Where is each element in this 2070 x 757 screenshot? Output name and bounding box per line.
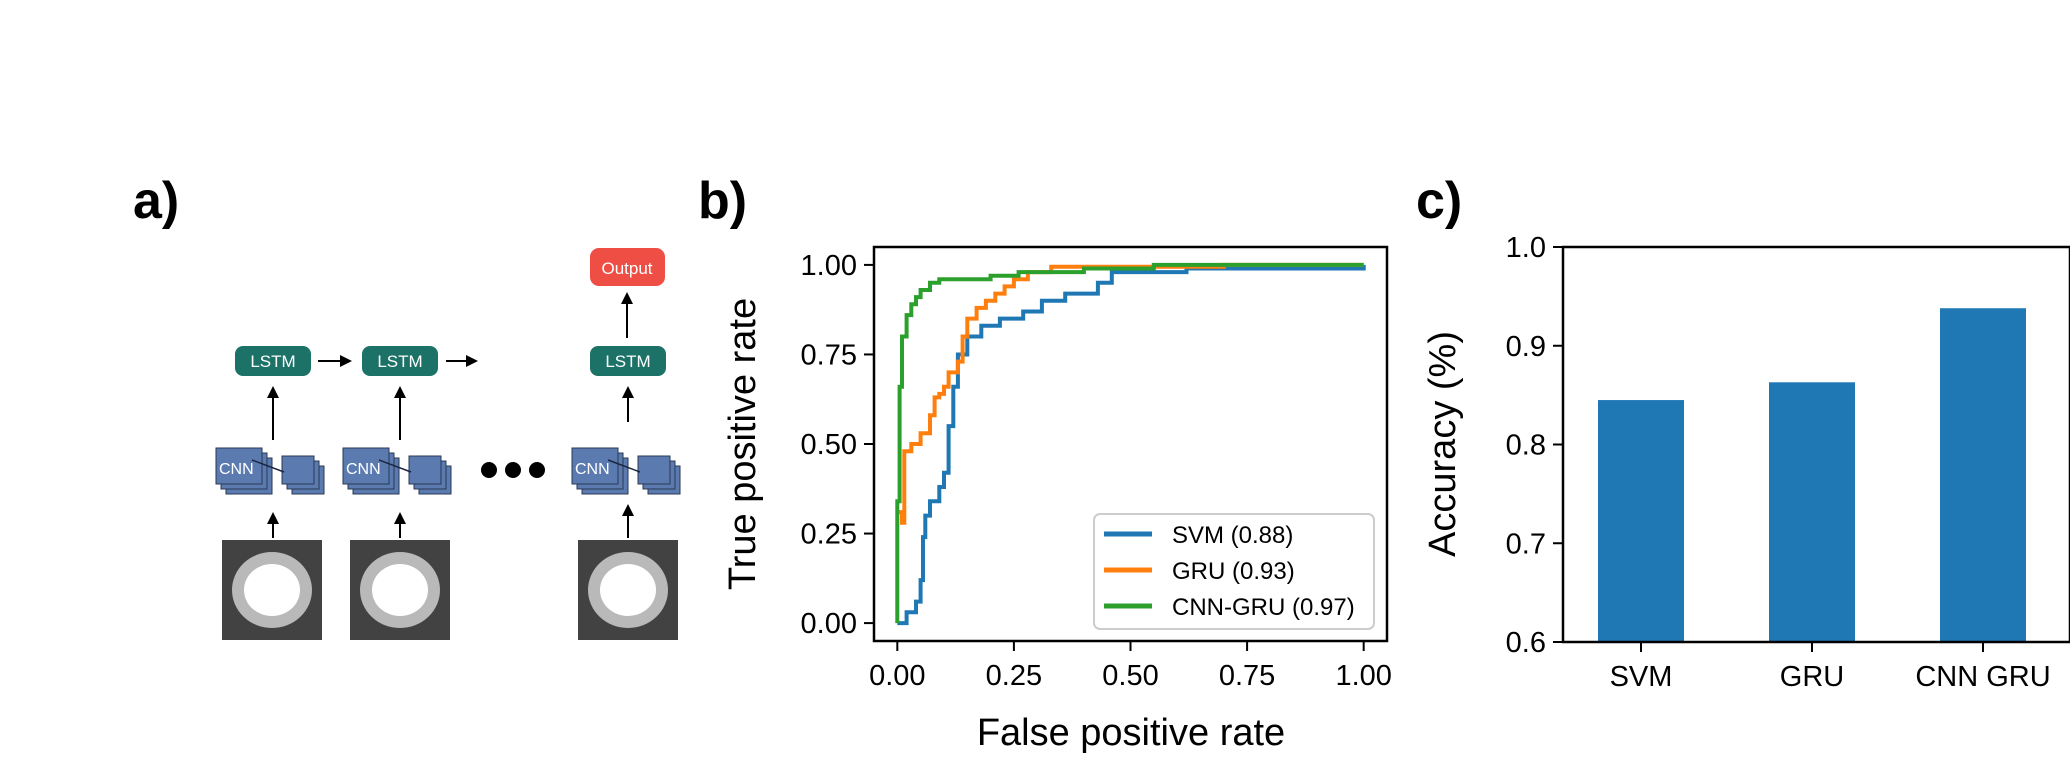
arrow-head — [394, 512, 406, 524]
lstm-label-1: LSTM — [250, 352, 295, 371]
bar-svm — [1598, 400, 1684, 642]
roc-x-tick-label: 0.25 — [986, 660, 1042, 692]
lstm-label-3: LSTM — [605, 352, 650, 371]
bar-y-axis-label: Accuracy (%) — [1422, 331, 1464, 557]
bar-y-tick-label: 0.8 — [1506, 430, 1546, 462]
roc-y-tick-label: 0.00 — [801, 608, 857, 640]
roc-plot-frame — [872, 245, 1389, 643]
cnn-label: CNN — [346, 461, 381, 478]
ellipsis-dot — [529, 462, 545, 478]
cnn-connection — [607, 459, 641, 473]
feature-map — [637, 455, 671, 485]
ring-inner — [372, 564, 428, 616]
roc-series-cnngru — [895, 262, 1364, 624]
cnn-block-3: CNN — [571, 447, 681, 495]
ring-inner — [600, 564, 656, 616]
roc-series-svm — [897, 264, 1366, 626]
legend-box — [1093, 513, 1375, 630]
lstm-box-1 — [235, 346, 311, 376]
panel-label-b: b) — [698, 172, 747, 230]
roc-series-gru — [897, 262, 1364, 525]
ring-inner — [244, 564, 300, 616]
bar-cnn-gru — [1940, 308, 2026, 642]
cnn-label: CNN — [575, 461, 610, 478]
roc-x-tick-label: 0.00 — [869, 660, 925, 692]
legend-label-svm: SVM (0.88) — [1172, 522, 1293, 549]
arrow-head — [267, 386, 279, 398]
roc-y-tick-label: 0.75 — [801, 339, 857, 371]
cnn-connection — [378, 459, 412, 473]
ellipsis-dot — [481, 462, 497, 478]
bar-y-tick-label: 1.0 — [1506, 232, 1546, 264]
feature-map — [571, 447, 619, 485]
roc-y-axis-label: True positive rate — [722, 298, 764, 590]
lstm-box-3 — [590, 346, 666, 376]
panel-label-c: c) — [1416, 172, 1462, 230]
roc-legend: SVM (0.88) GRU (0.93) CNN-GRU (0.97) — [1093, 513, 1375, 630]
bar-y-tick-label: 0.7 — [1506, 528, 1546, 560]
output-label: Output — [601, 259, 652, 278]
bar-y-tick-label: 0.9 — [1506, 331, 1546, 363]
bar-y-tick-label: 0.6 — [1506, 627, 1546, 659]
bar-x-tick-label: CNN GRU — [1915, 661, 2050, 693]
legend-label-gru: GRU (0.93) — [1172, 558, 1295, 585]
bar-plot-frame — [1561, 245, 2070, 644]
panel-label-a: a) — [133, 172, 179, 230]
output-box — [590, 248, 665, 286]
accuracy-bar-chart: 0.6 0.7 0.8 0.9 1.0 SVM GRU CNN GRU Accuracy (… — [1422, 232, 2070, 693]
roc-chart: 0.00 0.25 0.50 0.75 1.00 0.00 0.25 0.50 0.75 1.00… — [722, 245, 1392, 754]
cnn-label: CNN — [219, 461, 254, 478]
feature-map — [342, 447, 390, 485]
cnn-block-1: CNN — [215, 447, 325, 495]
cnn-block-2: CNN — [342, 447, 452, 495]
roc-x-tick-label: 0.75 — [1219, 660, 1275, 692]
roc-y-tick-label: 0.50 — [801, 429, 857, 461]
input-frame-2 — [350, 540, 450, 640]
arrow-head — [622, 386, 634, 398]
arrow-head — [340, 355, 352, 367]
roc-y-tick-label: 1.00 — [801, 250, 857, 282]
feature-map — [281, 455, 315, 485]
bar-x-tick-label: GRU — [1780, 661, 1844, 693]
architecture-diagram: Output LSTM LSTM LSTM — [215, 248, 681, 640]
arrow-head — [621, 292, 633, 304]
roc-x-tick-label: 0.50 — [1102, 660, 1158, 692]
arrow-head — [394, 386, 406, 398]
input-frame-3 — [578, 540, 678, 640]
feature-map — [408, 455, 442, 485]
roc-y-tick-label: 0.25 — [801, 519, 857, 551]
cnn-connection — [251, 459, 285, 473]
arrow-head — [466, 355, 478, 367]
arrow-head — [267, 512, 279, 524]
bar-x-tick-label: SVM — [1610, 661, 1673, 693]
legend-label-cnngru: CNN-GRU (0.97) — [1172, 594, 1355, 621]
arrow-head — [622, 504, 634, 516]
lstm-box-2 — [362, 346, 438, 376]
roc-x-axis-label: False positive rate — [977, 712, 1285, 754]
bar-gru — [1769, 382, 1855, 642]
feature-map — [215, 447, 263, 485]
input-frame-1 — [222, 540, 322, 640]
ellipsis-dot — [505, 462, 521, 478]
lstm-label-2: LSTM — [377, 352, 422, 371]
roc-x-tick-label: 1.00 — [1335, 660, 1391, 692]
